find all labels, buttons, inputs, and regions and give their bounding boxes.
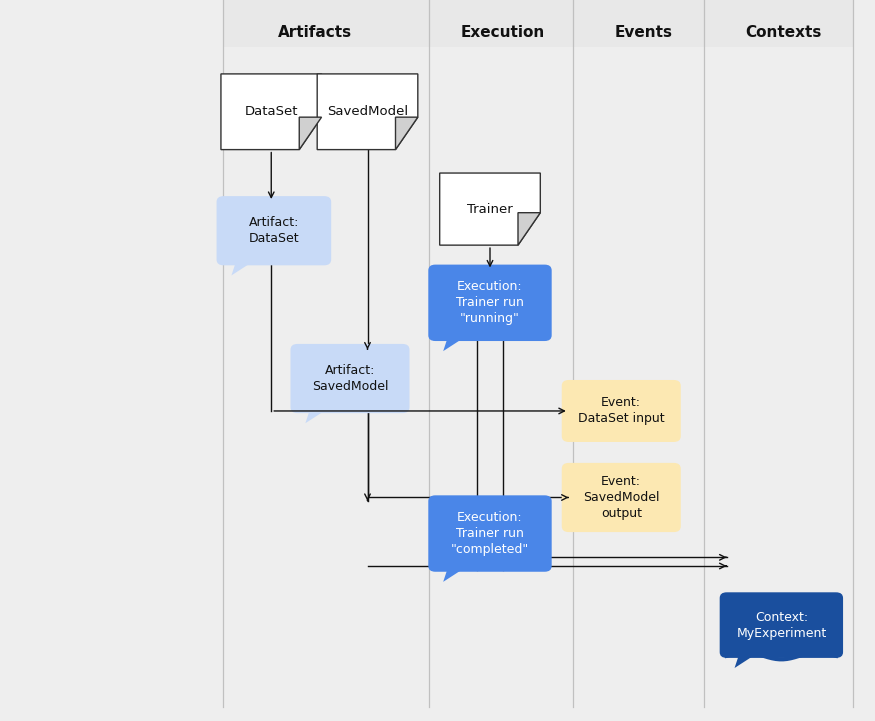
- Polygon shape: [735, 652, 760, 668]
- Text: Event:
SavedModel
output: Event: SavedModel output: [583, 475, 660, 520]
- Text: Artifact:
DataSet: Artifact: DataSet: [248, 216, 299, 245]
- Text: Context:
MyExperiment: Context: MyExperiment: [736, 611, 827, 640]
- FancyBboxPatch shape: [290, 344, 410, 413]
- Polygon shape: [231, 260, 256, 275]
- Bar: [223, 0, 853, 47]
- Polygon shape: [444, 335, 468, 351]
- Text: Trainer: Trainer: [467, 203, 513, 216]
- FancyBboxPatch shape: [562, 380, 681, 442]
- Polygon shape: [299, 117, 322, 149]
- Text: DataSet: DataSet: [244, 105, 298, 118]
- Text: Execution: Execution: [461, 25, 545, 40]
- FancyBboxPatch shape: [429, 495, 552, 572]
- Polygon shape: [220, 74, 322, 149]
- Text: Execution:
Trainer run
"running": Execution: Trainer run "running": [456, 280, 524, 325]
- Polygon shape: [444, 566, 468, 582]
- Polygon shape: [396, 117, 418, 149]
- Text: Events: Events: [614, 25, 672, 40]
- Polygon shape: [305, 407, 330, 423]
- FancyBboxPatch shape: [429, 265, 552, 341]
- Text: Contexts: Contexts: [745, 25, 822, 40]
- FancyBboxPatch shape: [217, 196, 331, 265]
- Polygon shape: [518, 213, 541, 245]
- Text: Execution:
Trainer run
"completed": Execution: Trainer run "completed": [451, 511, 529, 556]
- FancyBboxPatch shape: [719, 593, 844, 658]
- FancyBboxPatch shape: [562, 463, 681, 532]
- Text: Artifacts: Artifacts: [278, 25, 352, 40]
- Text: Event:
DataSet input: Event: DataSet input: [578, 397, 665, 425]
- Text: Artifact:
SavedModel: Artifact: SavedModel: [312, 364, 388, 393]
- Polygon shape: [318, 74, 418, 149]
- Polygon shape: [440, 173, 541, 245]
- Text: SavedModel: SavedModel: [327, 105, 408, 118]
